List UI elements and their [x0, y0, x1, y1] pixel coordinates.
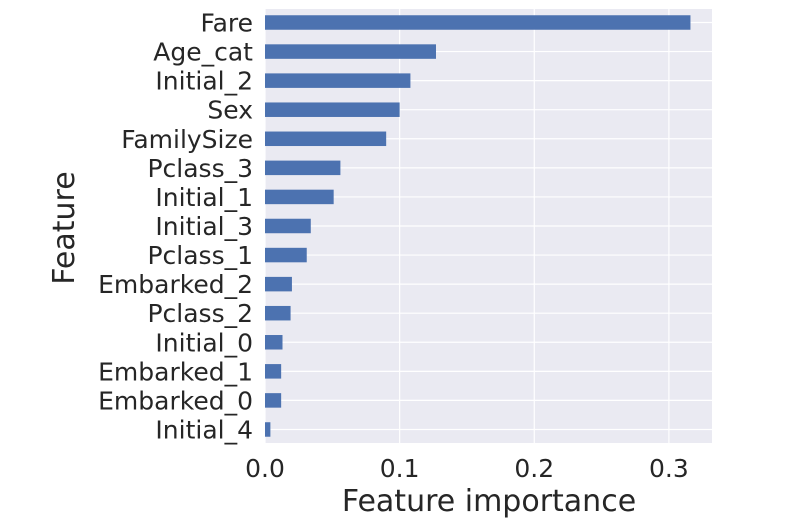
- x-axis-label: Feature importance: [342, 484, 636, 519]
- y-tick-label: Embarked_2: [98, 270, 253, 299]
- bar-sex: [265, 102, 400, 117]
- bar-age-cat: [265, 44, 436, 59]
- bar-initial-0: [265, 335, 283, 350]
- bar-initial-4: [265, 422, 271, 437]
- y-tick-label: Initial_0: [155, 328, 253, 357]
- y-tick-label: Initial_4: [155, 415, 253, 444]
- x-tick-labels: 0.0 0.1 0.2 0.3: [245, 454, 689, 483]
- x-tick-label: 0.1: [380, 454, 420, 483]
- y-tick-label: Embarked_1: [98, 357, 253, 386]
- y-tick-label: Pclass_2: [147, 299, 253, 328]
- bar-pclass-3: [265, 160, 341, 176]
- y-tick-label: Pclass_3: [147, 154, 253, 183]
- bar-initial-2: [265, 73, 411, 88]
- bars: [265, 15, 691, 437]
- bar-embarked-1: [265, 364, 282, 379]
- bar-initial-3: [265, 218, 311, 234]
- y-tick-label: Age_cat: [153, 38, 253, 67]
- bar-embarked-0: [265, 393, 282, 408]
- y-tick-label: Embarked_0: [98, 386, 253, 415]
- y-tick-label: Sex: [207, 96, 253, 125]
- y-tick-label: Initial_1: [155, 183, 253, 212]
- x-tick-label: 0.2: [514, 454, 554, 483]
- y-tick-labels: FareAge_catInitial_2SexFamilySizePclass_…: [98, 9, 253, 445]
- y-tick-label: Initial_2: [155, 67, 253, 96]
- x-tick-label: 0.3: [649, 454, 689, 483]
- y-tick-label: Fare: [200, 9, 253, 38]
- bar-initial-1: [265, 189, 334, 205]
- x-tick-label: 0.0: [245, 454, 285, 483]
- bar-familysize: [265, 131, 387, 147]
- y-axis-label: Feature: [47, 171, 82, 284]
- bar-fare: [265, 15, 691, 30]
- bar-embarked-2: [265, 276, 292, 292]
- y-tick-label: FamilySize: [121, 125, 253, 154]
- y-tick-label: Pclass_1: [147, 241, 253, 270]
- y-tick-label: Initial_3: [155, 212, 253, 241]
- bar-pclass-1: [265, 247, 307, 263]
- bar-pclass-2: [265, 305, 291, 321]
